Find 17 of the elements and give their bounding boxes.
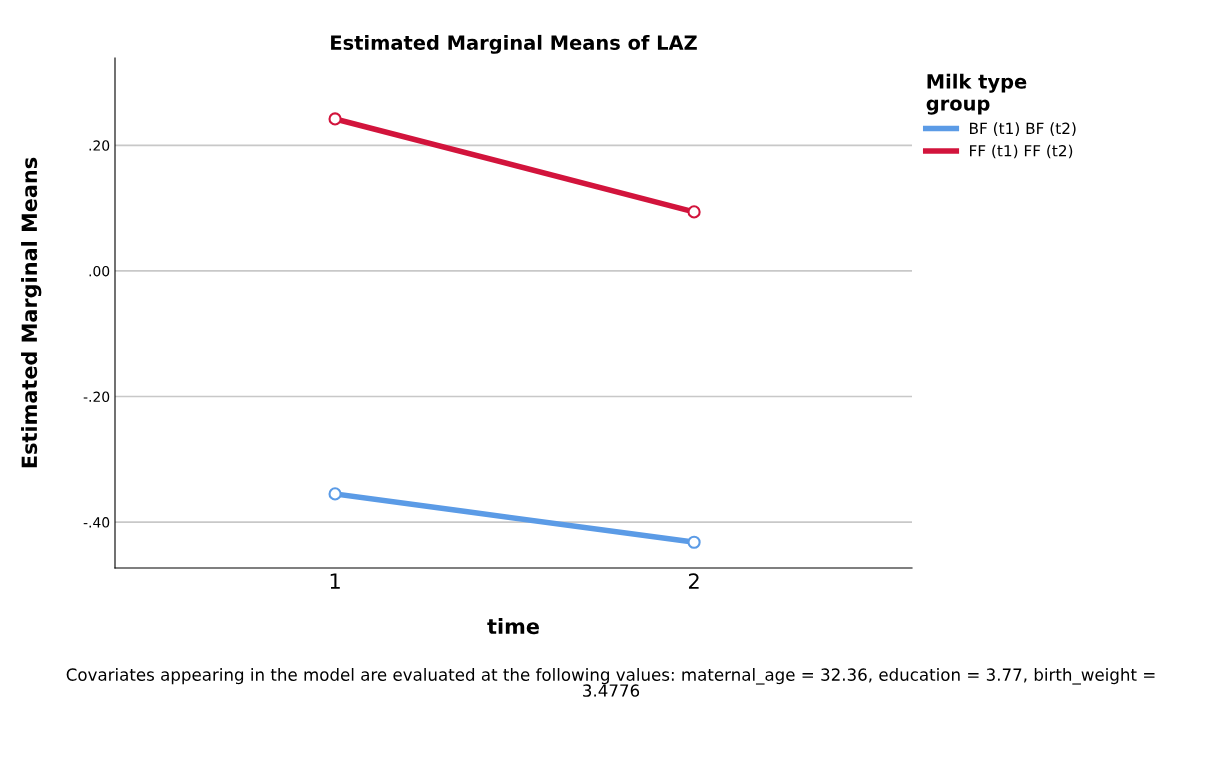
legend-title: Milk type group	[926, 73, 1027, 115]
y-tick-label: .00	[89, 265, 110, 277]
legend-label: BF (t1) BF (t2)	[970, 122, 1076, 136]
x-tick-label: 2	[688, 573, 699, 589]
point	[328, 112, 342, 126]
y-tick-label: .20	[89, 140, 110, 151]
x-axis-title: time	[487, 618, 539, 635]
point	[687, 205, 701, 219]
text: Covariates appearing in the model are evaluated at the following values: maternal_age = 32.36, education = 3.77, birth_weight = 3.4776	[66, 668, 1155, 697]
y-tick-label: -.40	[83, 517, 110, 528]
y-tick-label: -.20	[83, 391, 110, 403]
point	[687, 535, 701, 549]
point	[328, 487, 342, 501]
chart-title: Estimated Marginal Means of LAZ	[331, 34, 697, 54]
x-tick-label: 1	[330, 573, 340, 589]
legend-label: FF (t1) FF (t2)	[970, 144, 1073, 159]
y-axis-title: Estimated Marginal Means	[21, 157, 42, 468]
